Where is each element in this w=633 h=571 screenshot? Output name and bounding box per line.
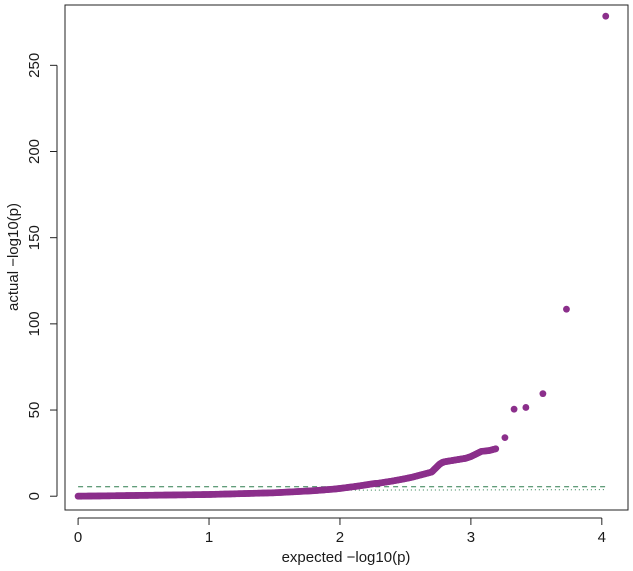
y-tick-label: 100 [26,311,43,336]
data-point [563,305,570,313]
data-point [522,404,530,411]
y-tick-label: 50 [26,402,43,419]
x-tick-label: 3 [467,529,475,546]
x-tick-label: 0 [74,529,82,546]
x-tick-label: 2 [336,529,344,546]
y-tick-label: 150 [26,225,43,250]
y-tick-label: 200 [26,139,43,164]
data-point [510,405,518,413]
y-tick-label: 0 [26,492,43,500]
y-axis: 0 50 100 150 200 250 [26,53,58,500]
reference-line-dotted [326,489,606,491]
x-axis: 0 1 2 3 4 [74,517,606,546]
data-point [501,434,509,442]
x-tick-label: 4 [598,529,606,546]
x-axis-label: expected −log10(p) [282,549,411,566]
plot-frame [64,4,629,511]
data-point [539,390,547,398]
data-points [74,12,610,500]
y-axis-label: actual −log10(p) [5,203,22,311]
x-tick-label: 1 [205,529,213,546]
data-point [602,12,610,20]
y-tick-label: 250 [26,53,43,78]
data-point [492,445,500,453]
